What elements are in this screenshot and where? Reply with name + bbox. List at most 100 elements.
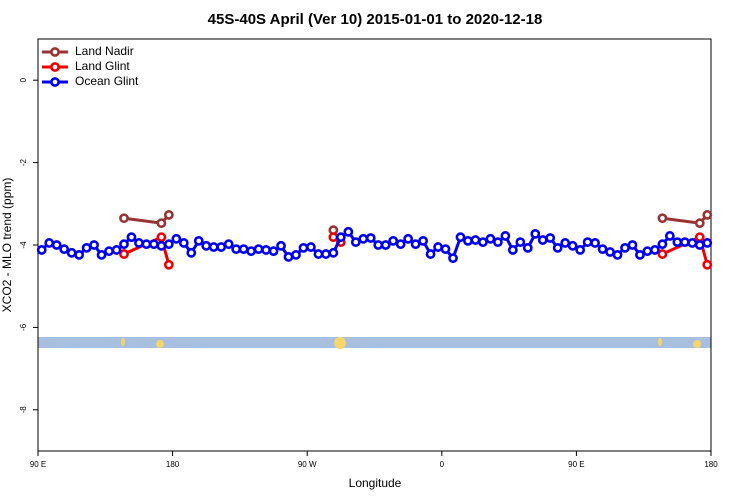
data-point — [178, 238, 189, 248]
data-point — [545, 233, 556, 243]
data-point — [575, 245, 586, 255]
x-tick-label: 180 — [704, 460, 718, 469]
data-point — [223, 239, 234, 250]
data-point — [119, 213, 129, 224]
data-point — [463, 235, 473, 246]
data-point — [51, 240, 62, 250]
legend-label: Ocean Glint — [75, 74, 139, 88]
data-point — [306, 242, 316, 252]
data-point — [335, 232, 346, 243]
x-tick-label: 90 E — [30, 460, 46, 469]
data-point — [582, 237, 593, 248]
data-point — [522, 242, 533, 253]
data-point — [89, 240, 99, 250]
data-point — [500, 231, 511, 241]
data-point — [96, 249, 107, 260]
data-point — [672, 237, 683, 248]
data-point — [365, 233, 376, 243]
data-point — [679, 237, 690, 248]
x-tick-label: 90 W — [298, 460, 317, 469]
data-point — [694, 232, 705, 243]
data-point — [552, 242, 563, 253]
data-point — [104, 246, 114, 257]
data-point — [507, 245, 518, 255]
data-point — [119, 249, 129, 259]
data-point — [590, 238, 600, 248]
y-tick-label: -4 — [19, 241, 28, 249]
data-point — [650, 245, 660, 255]
data-point — [156, 232, 167, 243]
data-point — [388, 235, 399, 246]
map-strip — [38, 337, 711, 349]
data-point — [201, 240, 212, 251]
y-axis-label: XCO2 - MLO trend (ppm) — [0, 178, 14, 313]
data-point — [702, 238, 713, 248]
data-point — [59, 244, 70, 255]
data-point — [433, 242, 443, 252]
data-point — [66, 247, 77, 258]
data-point — [126, 232, 137, 243]
data-point — [515, 237, 526, 248]
y-tick-label: -6 — [19, 323, 28, 331]
data-point — [156, 240, 167, 251]
data-point — [702, 210, 713, 220]
data-point — [560, 238, 571, 248]
data-point — [358, 233, 369, 244]
data-point — [208, 242, 219, 252]
data-point — [410, 239, 421, 250]
data-point — [440, 244, 451, 255]
data-point — [253, 244, 264, 255]
data-point — [425, 249, 436, 259]
land-patch — [334, 337, 346, 349]
data-point — [328, 232, 339, 243]
land-patch — [658, 338, 662, 346]
data-point — [605, 247, 615, 257]
data-point — [635, 249, 645, 260]
data-point — [455, 232, 466, 243]
legend-label: Land Glint — [75, 59, 130, 73]
chart-title: 45S-40S April (Ver 10) 2015-01-01 to 202… — [208, 11, 543, 28]
land-patch — [693, 340, 701, 348]
data-point — [313, 249, 324, 259]
data-point — [111, 245, 122, 255]
data-point — [380, 240, 391, 250]
data-point — [702, 259, 713, 270]
data-point — [163, 210, 174, 220]
data-point — [395, 239, 406, 250]
data-point — [403, 233, 414, 244]
data-point — [350, 237, 361, 248]
data-point — [567, 240, 578, 251]
data-point — [373, 240, 384, 250]
data-point — [298, 242, 309, 253]
ocean-strip — [38, 337, 711, 348]
data-point — [343, 226, 354, 237]
data-point — [627, 240, 638, 250]
land-patch — [156, 340, 164, 348]
data-point — [492, 237, 503, 248]
data-point — [231, 244, 242, 255]
data-point — [283, 252, 294, 262]
data-point — [597, 244, 608, 255]
legend-marker — [50, 77, 60, 87]
data-point — [276, 240, 286, 251]
data-point — [134, 238, 144, 248]
data-point — [642, 246, 653, 257]
data-point — [418, 235, 429, 246]
data-point — [657, 213, 668, 224]
data-point — [141, 239, 152, 250]
y-tick-label: -2 — [19, 158, 28, 166]
land-patch — [121, 338, 125, 346]
data-point — [470, 235, 481, 245]
legend-label: Land Nadir — [75, 44, 134, 58]
y-tick-label: 0 — [19, 77, 28, 82]
data-point — [328, 247, 339, 258]
data-point — [216, 242, 227, 252]
data-point — [186, 247, 197, 258]
data-point — [478, 237, 488, 248]
data-point — [171, 233, 182, 244]
x-axis-label: Longitude — [349, 476, 402, 490]
data-point — [156, 218, 167, 229]
data-point — [261, 245, 271, 255]
data-point — [657, 239, 668, 250]
